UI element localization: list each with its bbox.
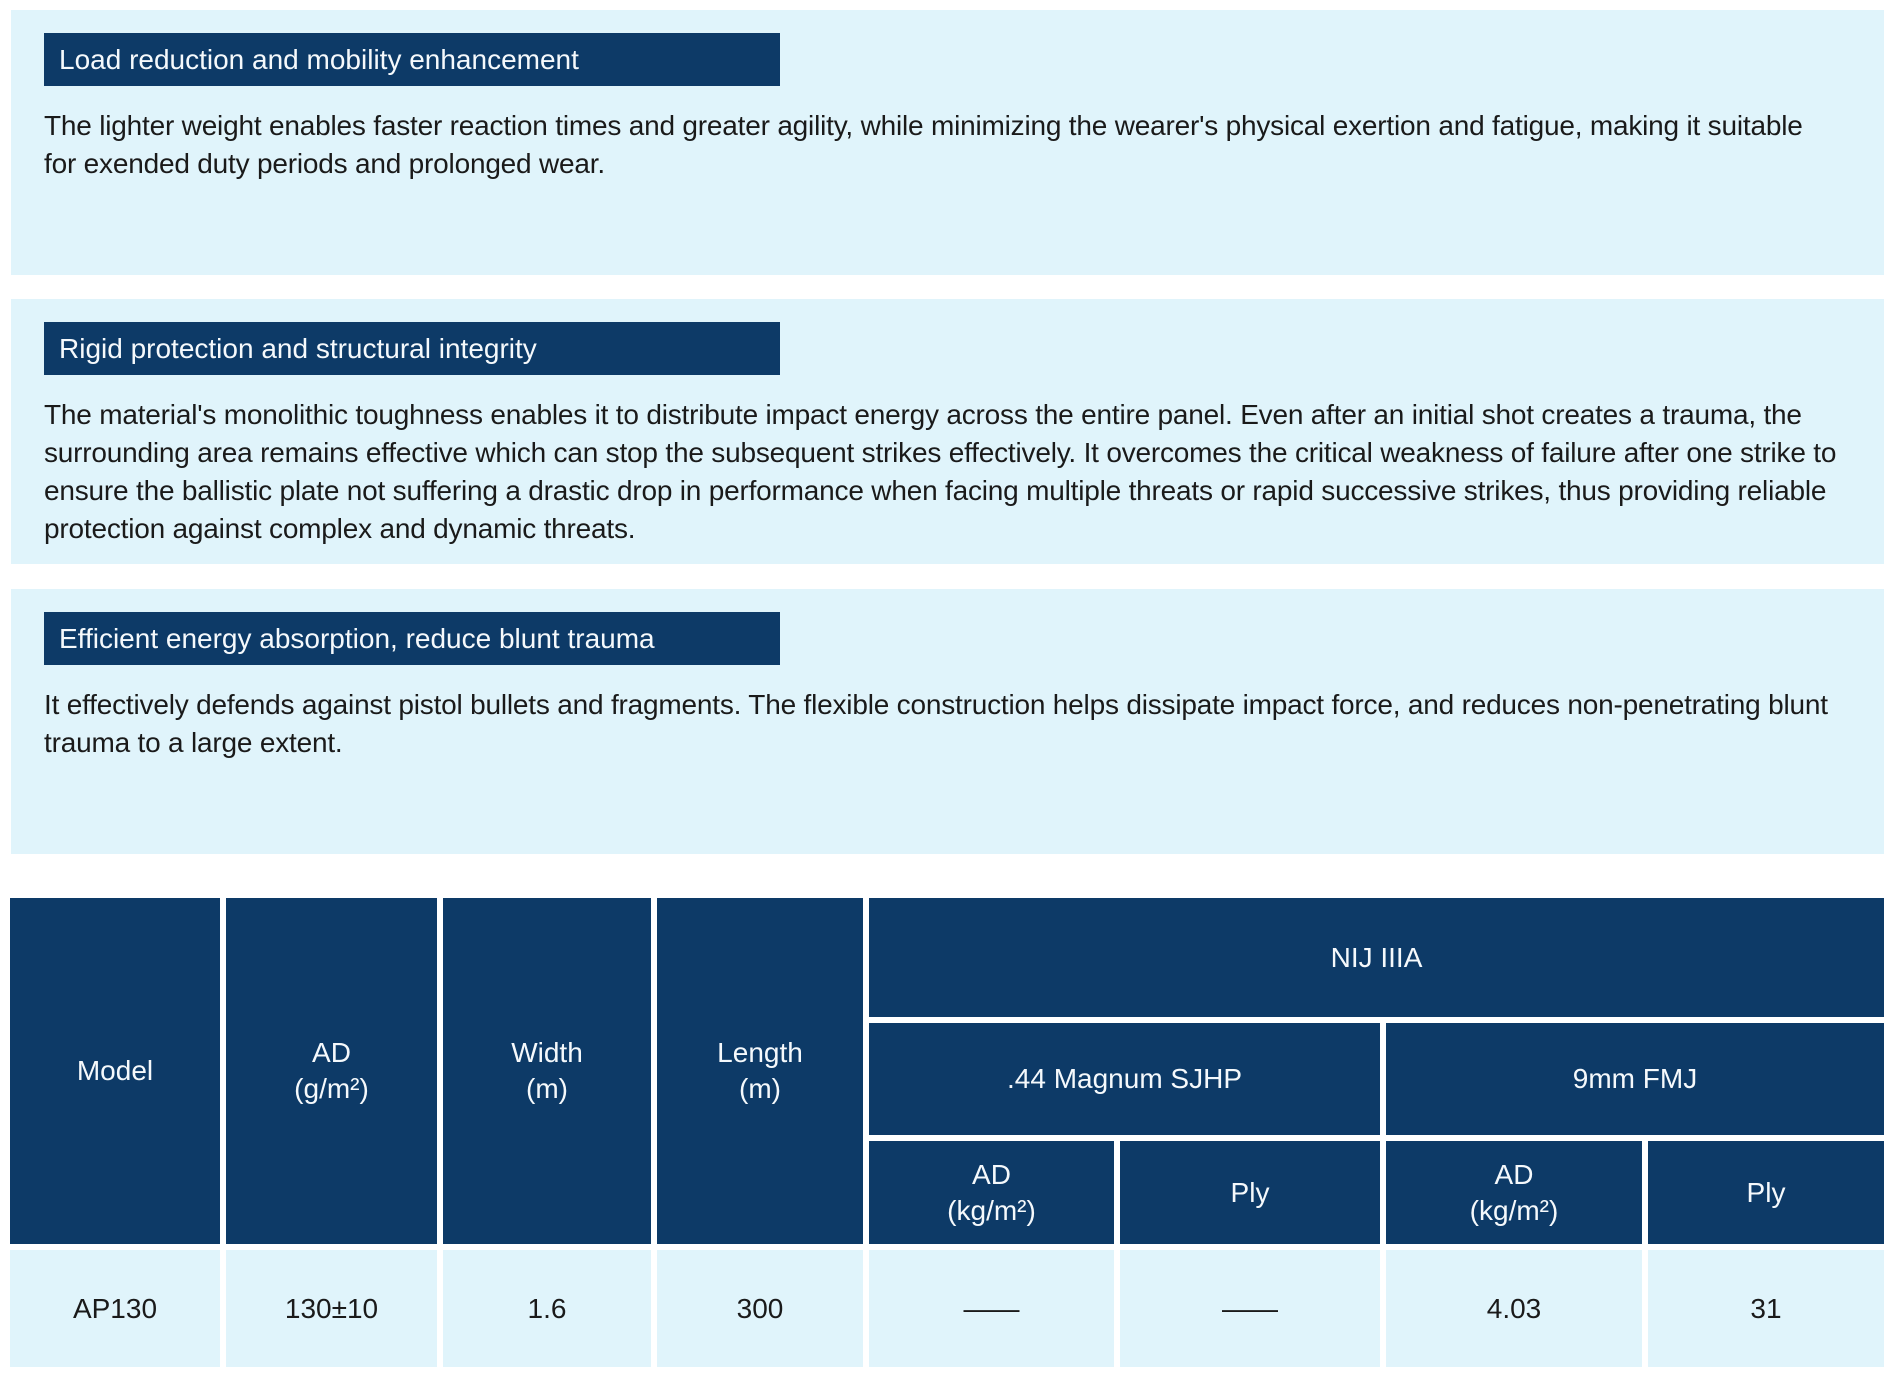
section-title-rigid-protection: Rigid protection and structural integrit…: [44, 322, 780, 375]
table-header-fmj-ad-line2: (kg/m²): [1469, 1194, 1559, 1226]
table-header-fmj-ad-kgm2: AD (kg/m²): [1386, 1141, 1642, 1244]
ballistic-spec-table: Model AD (g/m²) Width (m) Length (m) NIJ…: [10, 898, 1884, 1367]
table-header-nij-iiia: NIJ IIIA: [869, 898, 1884, 1017]
table-header-magnum-ad-line2: (kg/m²): [947, 1194, 1036, 1226]
table-header-magnum-ply: Ply: [1120, 1141, 1380, 1244]
table-header-length: Length (m): [657, 898, 863, 1244]
table-cell-model: AP130: [10, 1250, 220, 1367]
section-body-energy-absorption: It effectively defends against pistol bu…: [44, 689, 1828, 758]
table-header-model: Model: [10, 898, 220, 1244]
section-body-rigid-protection: The material's monolithic toughness enab…: [44, 399, 1837, 544]
table-cell-magnum-ad: ——: [869, 1250, 1114, 1367]
table-header-9mm-fmj: 9mm FMJ: [1386, 1023, 1884, 1135]
table-header-ad-gm2: AD (g/m²): [226, 898, 437, 1244]
table-cell-width: 1.6: [443, 1250, 651, 1367]
table-header-ad-gm2-line2: (g/m²): [294, 1073, 369, 1104]
feature-panel-rigid-protection: Rigid protection and structural integrit…: [11, 299, 1884, 564]
table-header-fmj-ad-line1: AD: [1494, 1158, 1534, 1190]
table-cell-magnum-ply: ——: [1120, 1250, 1380, 1367]
table-header-length-line1: Length: [717, 1037, 803, 1068]
feature-panel-load-reduction: Load reduction and mobility enhancement …: [11, 10, 1884, 275]
table-header-length-line2: (m): [739, 1073, 781, 1104]
table-header-width: Width (m): [443, 898, 651, 1244]
feature-panel-energy-absorption: Efficient energy absorption, reduce blun…: [11, 589, 1884, 854]
table-header-width-line1: Width: [511, 1037, 583, 1068]
table-header-fmj-ply: Ply: [1648, 1141, 1884, 1244]
section-title-energy-absorption: Efficient energy absorption, reduce blun…: [44, 612, 780, 665]
table-header-magnum-ad-line1: AD: [972, 1158, 1011, 1190]
table-header-width-line2: (m): [526, 1073, 568, 1104]
product-spec-page: Load reduction and mobility enhancement …: [0, 10, 1894, 1380]
table-header-magnum-ad-kgm2: AD (kg/m²): [869, 1141, 1114, 1244]
table-cell-fmj-ad: 4.03: [1386, 1250, 1642, 1367]
section-title-load-reduction: Load reduction and mobility enhancement: [44, 33, 780, 86]
table-header-ad-gm2-line1: AD: [312, 1037, 351, 1068]
table-cell-length: 300: [657, 1250, 863, 1367]
section-body-load-reduction: The lighter weight enables faster reacti…: [44, 110, 1803, 179]
table-cell-ad-gm2: 130±10: [226, 1250, 437, 1367]
table-cell-fmj-ply: 31: [1648, 1250, 1884, 1367]
table-header-44-magnum-sjhp: .44 Magnum SJHP: [869, 1023, 1380, 1135]
